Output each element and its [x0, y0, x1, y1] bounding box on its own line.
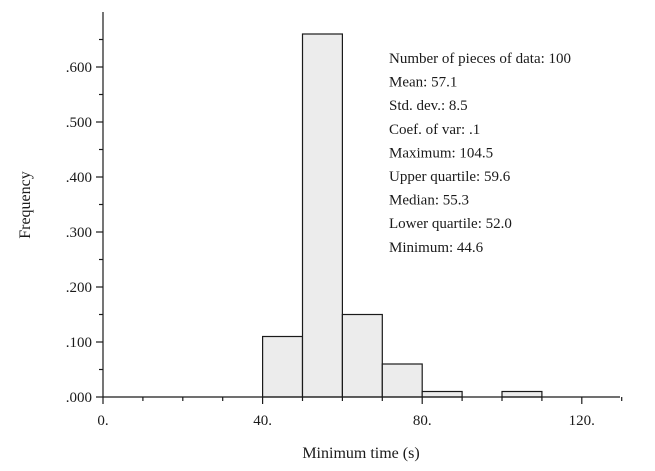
x-ticks-layer: 0. 40. 80. 120. [97, 397, 623, 429]
stat-line: Median: 55.3 [389, 193, 469, 209]
stat-line: Mean: 57.1 [389, 75, 457, 91]
y-tick-label: .400 [66, 170, 92, 186]
histogram-bar-40-50 [262, 335, 304, 398]
x-axis-label: Minimum time (s) [302, 445, 419, 462]
stat-line: Std. dev.: 8.5 [389, 98, 468, 114]
stat-line: Number of pieces of data: 100 [389, 51, 571, 67]
histogram-bar-70-80 [381, 363, 423, 398]
x-tick-label: 80. [413, 413, 432, 429]
bars-layer [262, 33, 543, 398]
y-tick-label: .000 [66, 390, 92, 406]
x-tick-label: 0. [97, 413, 108, 429]
stat-line: Lower quartile: 52.0 [389, 216, 512, 232]
y-tick-label: .100 [66, 335, 92, 351]
histogram-bar-60-70 [341, 313, 383, 398]
y-tick-label: .500 [66, 115, 92, 131]
histogram-bar-80-90 [421, 390, 463, 398]
y-ticks-layer: .000 .100 .200 .300 .400 .500 .600 [66, 38, 103, 406]
histogram-bar-100-110 [501, 390, 543, 398]
y-tick-label: .600 [66, 60, 92, 76]
stat-line: Upper quartile: 59.6 [389, 169, 511, 185]
statistics-panel: Number of pieces of data: 100 Mean: 57.1 S… [389, 51, 571, 256]
stat-line: Coef. of var: .1 [389, 122, 480, 138]
stat-line: Minimum: 44.6 [389, 240, 484, 256]
stat-line: Maximum: 104.5 [389, 145, 493, 161]
x-tick-label: 120. [569, 413, 595, 429]
y-tick-label: .300 [66, 225, 92, 241]
y-tick-label: .200 [66, 280, 92, 296]
y-axis-label: Frequency [17, 171, 34, 239]
x-tick-label: 40. [253, 413, 272, 429]
histogram-bar-50-60 [301, 33, 344, 398]
